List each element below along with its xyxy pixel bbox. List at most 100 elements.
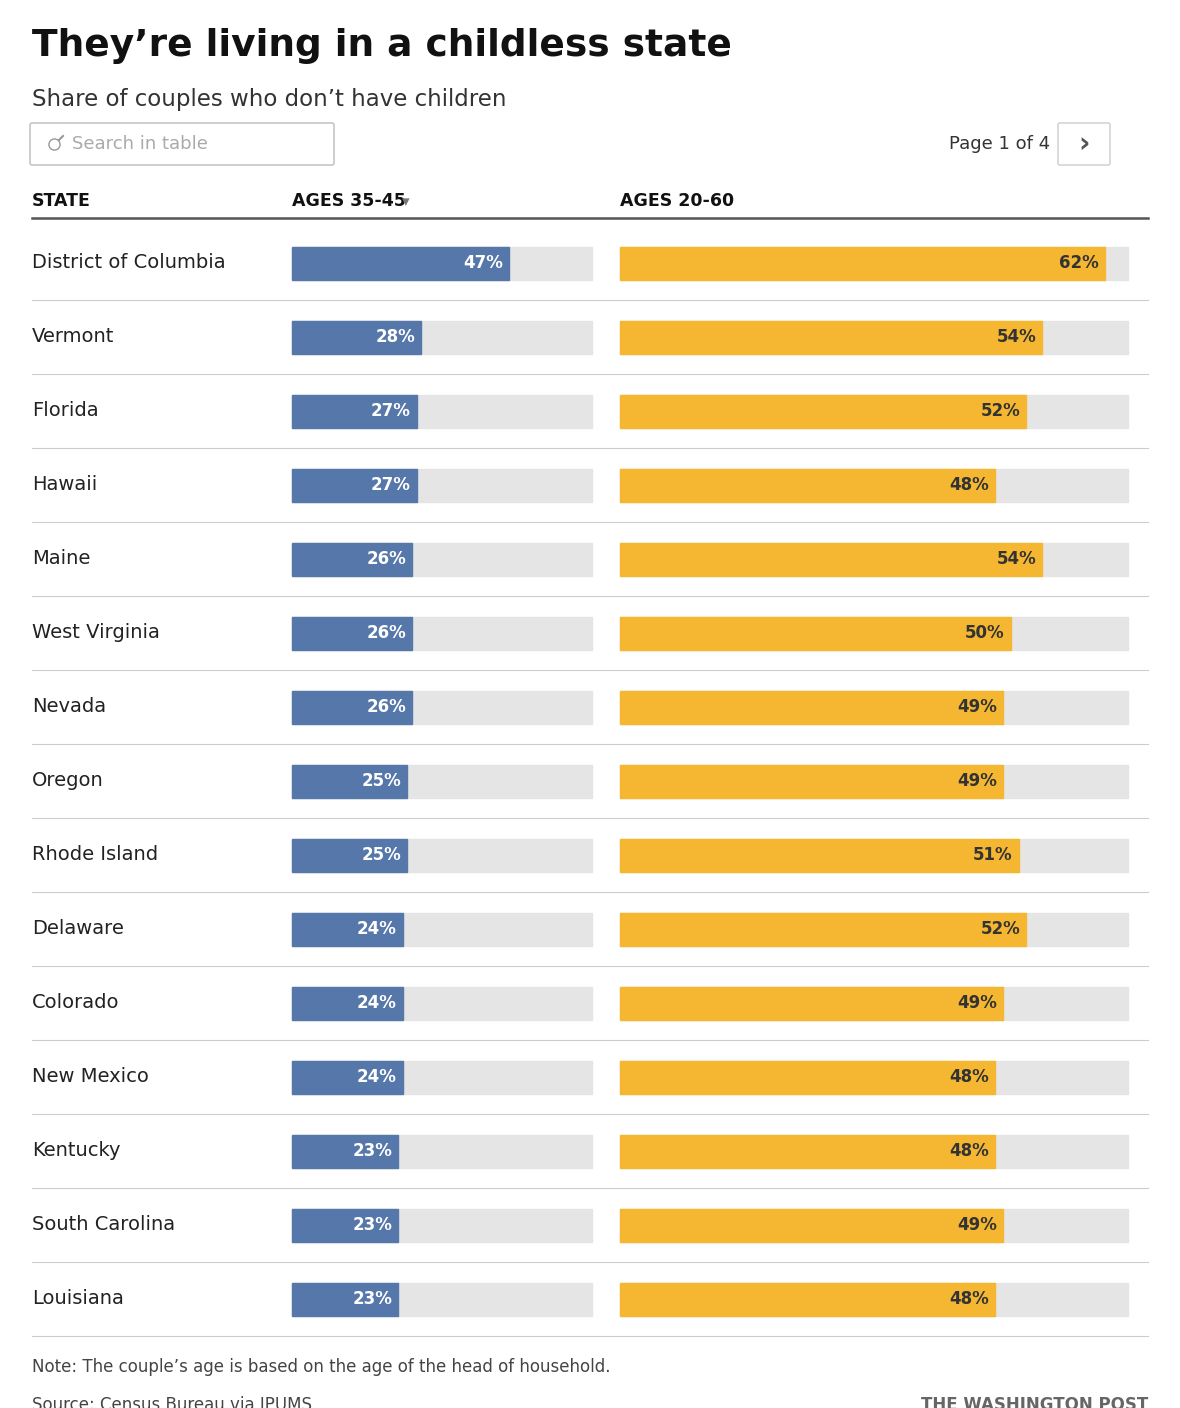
- Text: 62%: 62%: [1058, 253, 1099, 272]
- Text: 26%: 26%: [366, 698, 406, 717]
- Bar: [620, 321, 1042, 353]
- Bar: [291, 1208, 592, 1242]
- Text: South Carolina: South Carolina: [32, 1215, 175, 1235]
- Bar: [620, 246, 1104, 280]
- Bar: [620, 765, 1003, 797]
- Bar: [620, 765, 1128, 797]
- Bar: [620, 1135, 995, 1167]
- Text: Page 1 of 4: Page 1 of 4: [949, 135, 1050, 153]
- Bar: [620, 617, 1011, 649]
- Text: 24%: 24%: [356, 1069, 396, 1086]
- Text: 54%: 54%: [996, 328, 1036, 346]
- Text: STATE: STATE: [32, 191, 91, 210]
- Bar: [291, 690, 592, 724]
- Text: 24%: 24%: [356, 994, 396, 1012]
- Bar: [291, 912, 592, 946]
- Bar: [291, 469, 417, 501]
- Bar: [620, 912, 1027, 946]
- Text: 24%: 24%: [356, 919, 396, 938]
- Bar: [291, 246, 509, 280]
- Bar: [620, 987, 1128, 1019]
- Text: ›: ›: [1079, 130, 1090, 158]
- Bar: [291, 1060, 402, 1094]
- Text: Oregon: Oregon: [32, 772, 104, 790]
- Text: ▾: ▾: [402, 194, 409, 208]
- Bar: [620, 1283, 995, 1315]
- Bar: [620, 987, 1003, 1019]
- Bar: [620, 839, 1018, 872]
- Text: 26%: 26%: [366, 551, 406, 567]
- Bar: [291, 321, 421, 353]
- Bar: [620, 469, 1128, 501]
- Text: 28%: 28%: [375, 328, 415, 346]
- Text: They’re living in a childless state: They’re living in a childless state: [32, 28, 732, 63]
- Text: 25%: 25%: [361, 772, 401, 790]
- Bar: [291, 542, 592, 576]
- Text: West Virginia: West Virginia: [32, 624, 159, 642]
- Bar: [291, 394, 417, 428]
- Bar: [620, 394, 1128, 428]
- Bar: [620, 542, 1042, 576]
- Bar: [291, 617, 592, 649]
- Bar: [620, 617, 1128, 649]
- Text: Florida: Florida: [32, 401, 99, 421]
- Bar: [291, 1060, 592, 1094]
- Text: 49%: 49%: [957, 698, 997, 717]
- Text: Rhode Island: Rhode Island: [32, 845, 158, 865]
- Bar: [291, 987, 402, 1019]
- Text: 48%: 48%: [950, 1290, 989, 1308]
- Text: THE WASHINGTON POST: THE WASHINGTON POST: [920, 1395, 1148, 1408]
- Bar: [291, 1208, 398, 1242]
- Bar: [291, 394, 592, 428]
- Text: 50%: 50%: [965, 624, 1004, 642]
- Bar: [620, 690, 1128, 724]
- Text: 48%: 48%: [950, 1142, 989, 1160]
- Bar: [620, 912, 1128, 946]
- Text: District of Columbia: District of Columbia: [32, 253, 225, 273]
- Bar: [291, 690, 412, 724]
- Bar: [291, 1283, 592, 1315]
- Text: 49%: 49%: [957, 772, 997, 790]
- Bar: [291, 839, 407, 872]
- Bar: [620, 542, 1128, 576]
- Bar: [620, 1283, 1128, 1315]
- Text: 26%: 26%: [366, 624, 406, 642]
- Text: 23%: 23%: [353, 1290, 392, 1308]
- Text: 52%: 52%: [981, 403, 1021, 420]
- Text: 23%: 23%: [353, 1217, 392, 1233]
- FancyBboxPatch shape: [1058, 122, 1110, 165]
- Bar: [291, 542, 412, 576]
- Text: Hawaii: Hawaii: [32, 476, 97, 494]
- Bar: [620, 1208, 1128, 1242]
- Text: 27%: 27%: [371, 403, 411, 420]
- Bar: [620, 469, 995, 501]
- Text: New Mexico: New Mexico: [32, 1067, 149, 1087]
- Bar: [291, 765, 592, 797]
- Bar: [291, 839, 592, 872]
- Text: Maine: Maine: [32, 549, 91, 569]
- Bar: [620, 1208, 1003, 1242]
- Bar: [620, 1060, 995, 1094]
- Text: Nevada: Nevada: [32, 697, 106, 717]
- Text: 49%: 49%: [957, 1217, 997, 1233]
- Bar: [620, 839, 1128, 872]
- Text: 23%: 23%: [353, 1142, 392, 1160]
- Text: 48%: 48%: [950, 1069, 989, 1086]
- Bar: [620, 1060, 1128, 1094]
- Text: 48%: 48%: [950, 476, 989, 494]
- Bar: [620, 394, 1027, 428]
- Text: 52%: 52%: [981, 919, 1021, 938]
- Text: Search in table: Search in table: [72, 135, 208, 153]
- Text: 54%: 54%: [996, 551, 1036, 567]
- Bar: [291, 987, 592, 1019]
- Bar: [291, 765, 407, 797]
- Text: Louisiana: Louisiana: [32, 1290, 124, 1308]
- Text: 27%: 27%: [371, 476, 411, 494]
- Text: Source: Census Bureau via IPUMS: Source: Census Bureau via IPUMS: [32, 1395, 312, 1408]
- Text: 47%: 47%: [463, 253, 503, 272]
- Text: 51%: 51%: [974, 846, 1012, 865]
- Text: Kentucky: Kentucky: [32, 1142, 120, 1160]
- Text: 25%: 25%: [361, 846, 401, 865]
- Bar: [620, 690, 1003, 724]
- Text: Colorado: Colorado: [32, 994, 119, 1012]
